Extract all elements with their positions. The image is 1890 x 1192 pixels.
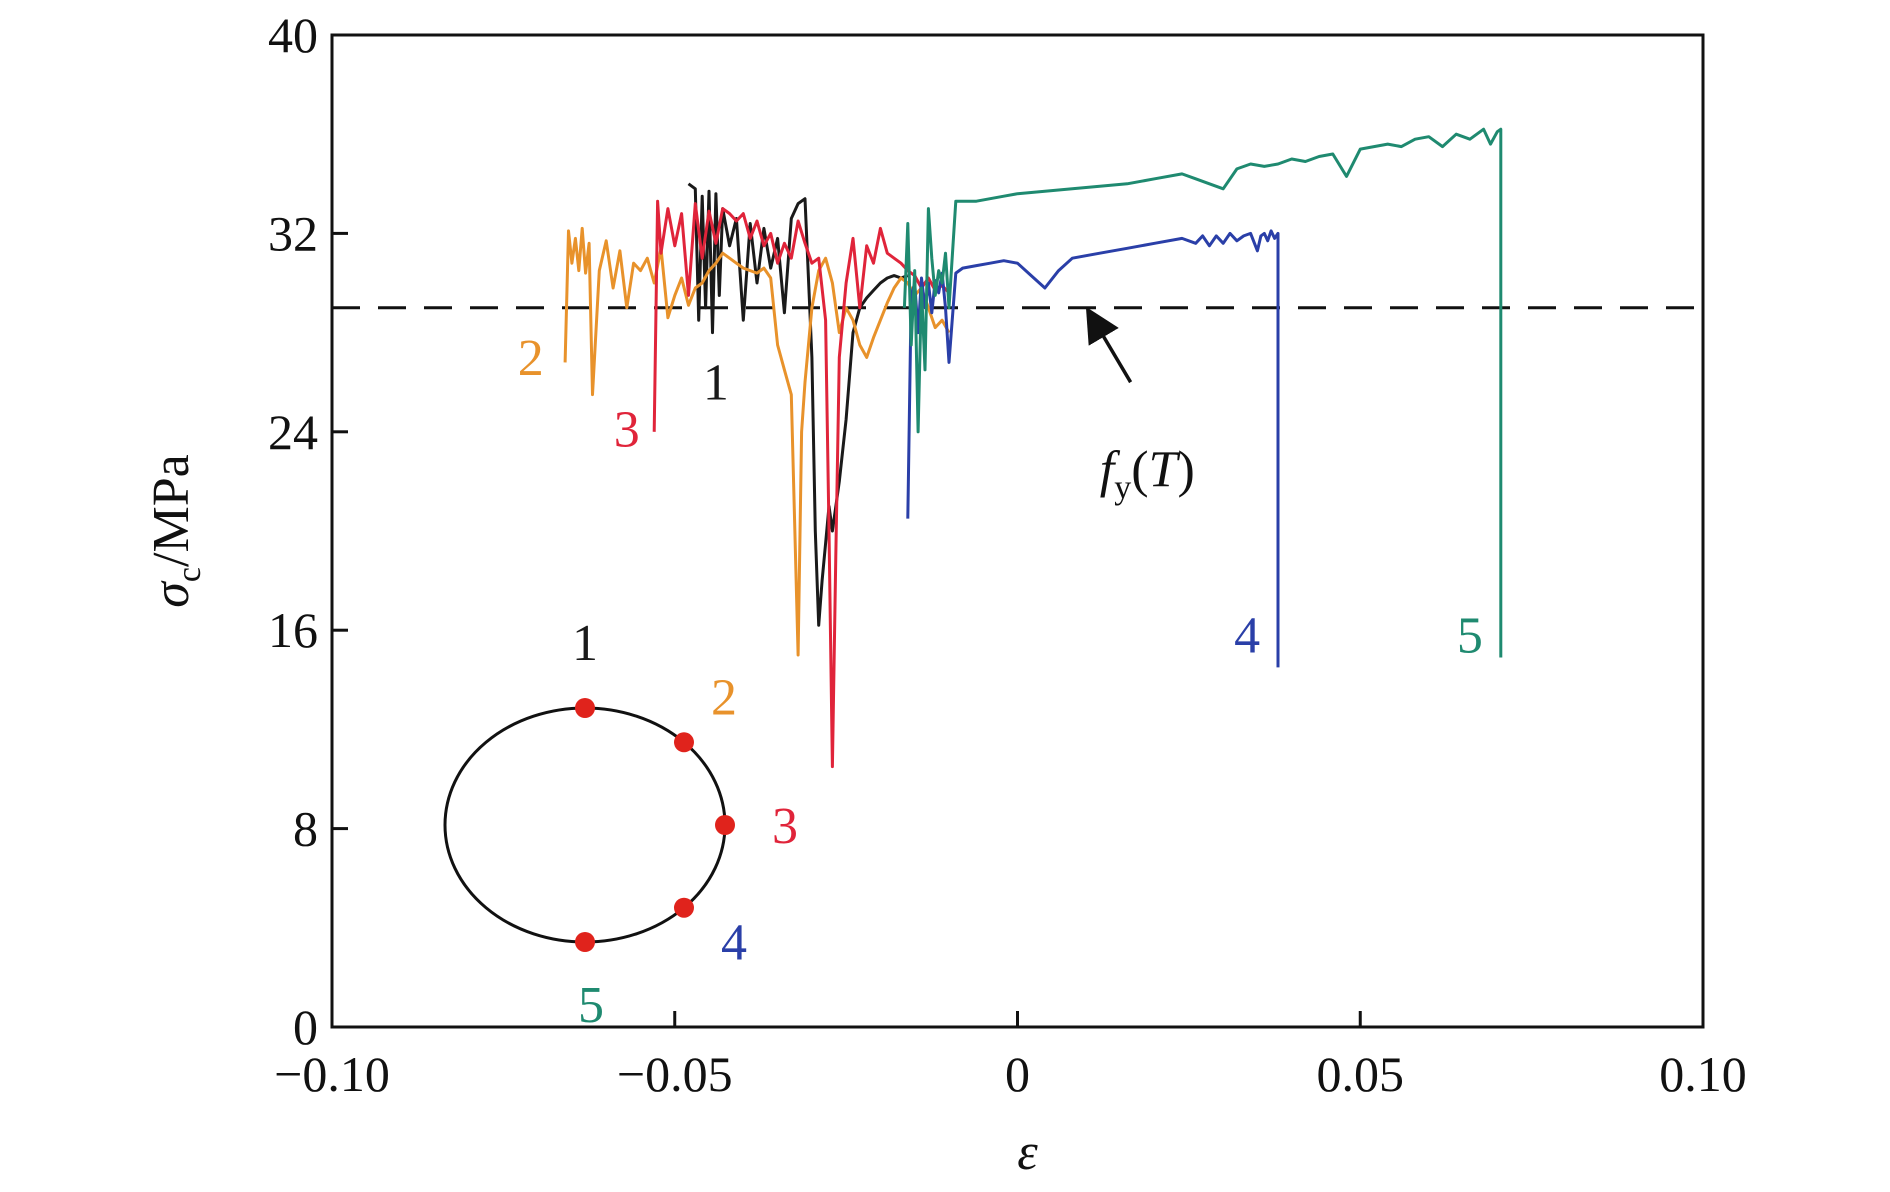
- series-line-5: [902, 127, 1503, 658]
- y-tick-label: 24: [268, 404, 318, 460]
- inset-point-5: [575, 932, 595, 952]
- y-tick-label: 32: [268, 205, 318, 261]
- x-tick-label: −0.05: [617, 1046, 733, 1102]
- series-label-3: 3: [614, 402, 640, 459]
- plot-layer: 1 2 3 4 5 fy(T): [332, 127, 1703, 769]
- x-tick-label: 0: [1005, 1046, 1030, 1102]
- inset-point-2: [673, 732, 694, 753]
- x-axis-label: ε: [1017, 1124, 1038, 1181]
- y-tick-label: 40: [268, 7, 318, 63]
- inset-ring-diagram: 1 2 3 4 5: [443, 615, 798, 1034]
- series-label-5: 5: [1457, 608, 1483, 665]
- y-tick-label: 16: [268, 602, 318, 658]
- inset-point-label-1: 1: [572, 615, 598, 672]
- y-axis-label: σc/MPa: [143, 454, 208, 607]
- inset-point-4: [673, 897, 694, 918]
- inset-point-label-3: 3: [772, 798, 798, 855]
- series-label-1: 1: [703, 355, 729, 412]
- inset-point-1: [575, 698, 595, 718]
- series-label-4: 4: [1234, 608, 1260, 665]
- series-line-3: [652, 199, 951, 769]
- inset-point-label-4: 4: [721, 915, 747, 972]
- series-line-2: [563, 226, 951, 657]
- y-tick-label: 0: [293, 999, 318, 1055]
- annotation-arrow: [1085, 306, 1133, 384]
- x-tick-label: 0.05: [1317, 1046, 1405, 1102]
- x-tick-label: 0.10: [1659, 1046, 1747, 1102]
- y-tick-label: 8: [293, 801, 318, 857]
- reference-line-label: fy(T): [1100, 441, 1195, 506]
- inset-point-3: [715, 815, 735, 835]
- series-label-2: 2: [518, 330, 544, 387]
- inset-point-label-5: 5: [578, 977, 604, 1034]
- inset-point-label-2: 2: [711, 669, 737, 726]
- x-tick-label: −0.10: [274, 1046, 390, 1102]
- plot-frame: [330, 33, 1705, 1029]
- series-line-4: [906, 229, 1280, 668]
